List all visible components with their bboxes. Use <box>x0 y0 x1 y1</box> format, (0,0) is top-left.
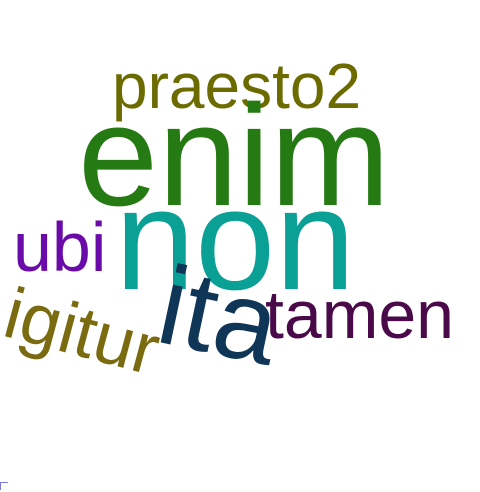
word-ubi: ubi <box>13 208 107 286</box>
word-praesto2: praesto2 <box>112 50 362 122</box>
corner-marker <box>0 482 8 490</box>
word-ita: ita <box>148 242 291 389</box>
word-tamen: tamen <box>265 277 454 353</box>
word-enim: enim <box>78 75 391 236</box>
word-non: non <box>115 159 356 320</box>
